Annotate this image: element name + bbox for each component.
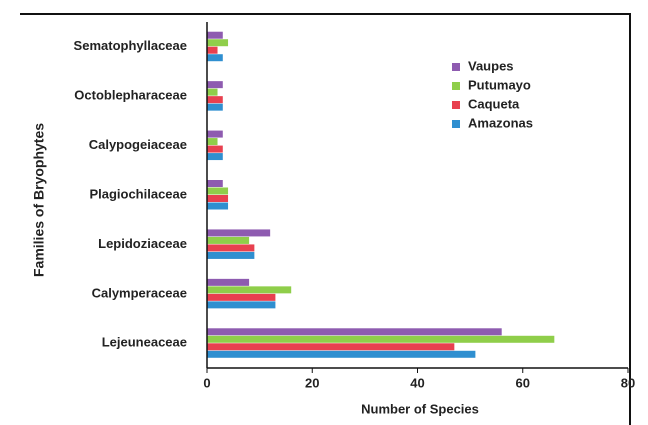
frame — [20, 13, 631, 425]
bar — [207, 46, 218, 54]
bar — [207, 236, 250, 244]
y-tick-label: Plagiochilaceae — [89, 186, 187, 201]
legend-swatch — [452, 101, 460, 109]
bar — [207, 31, 223, 39]
legend-label: Vaupes — [468, 58, 514, 73]
x-tick-label: 40 — [410, 375, 424, 390]
y-tick-label: Lejeuneaceae — [102, 335, 187, 350]
legend-label: Putumayo — [468, 77, 531, 92]
bar — [207, 54, 223, 62]
bar — [207, 202, 229, 210]
bar — [207, 195, 229, 202]
bar — [207, 103, 223, 111]
y-tick-label: Octoblepharaceae — [74, 88, 187, 103]
x-tick-label: 20 — [305, 375, 319, 390]
bar — [207, 328, 502, 336]
y-tick-label: Lepidoziaceae — [98, 236, 187, 251]
legend-label: Amazonas — [468, 115, 533, 130]
bar — [207, 145, 223, 153]
bar — [207, 293, 276, 301]
bar — [207, 96, 223, 104]
bar — [207, 229, 271, 237]
bar — [207, 286, 292, 294]
bar — [207, 301, 276, 309]
y-tick-label: Calymperaceae — [92, 285, 187, 300]
bar — [207, 138, 218, 146]
bar — [207, 251, 255, 259]
x-tick-label: 0 — [203, 375, 210, 390]
bar — [207, 278, 250, 286]
legend-label: Caqueta — [468, 96, 520, 111]
x-tick-label: 80 — [621, 375, 635, 390]
bar — [207, 244, 255, 252]
bar — [207, 343, 455, 351]
bar — [207, 39, 229, 47]
legend-swatch — [452, 63, 460, 71]
legend-swatch — [452, 120, 460, 128]
bar — [207, 130, 223, 138]
bar — [207, 88, 218, 96]
y-tick-label: Sematophyllaceae — [74, 38, 187, 53]
legend-swatch — [452, 82, 460, 90]
bar — [207, 180, 223, 187]
x-tick-label: 60 — [516, 375, 530, 390]
y-axis-label: Families of Bryophytes — [31, 123, 47, 277]
x-axis-label: Number of Species — [361, 401, 479, 416]
y-tick-label: Calypogeiaceae — [89, 137, 187, 152]
bar — [207, 335, 555, 343]
bar — [207, 350, 476, 358]
bar — [207, 81, 223, 89]
bar — [207, 153, 223, 161]
bar — [207, 187, 229, 195]
